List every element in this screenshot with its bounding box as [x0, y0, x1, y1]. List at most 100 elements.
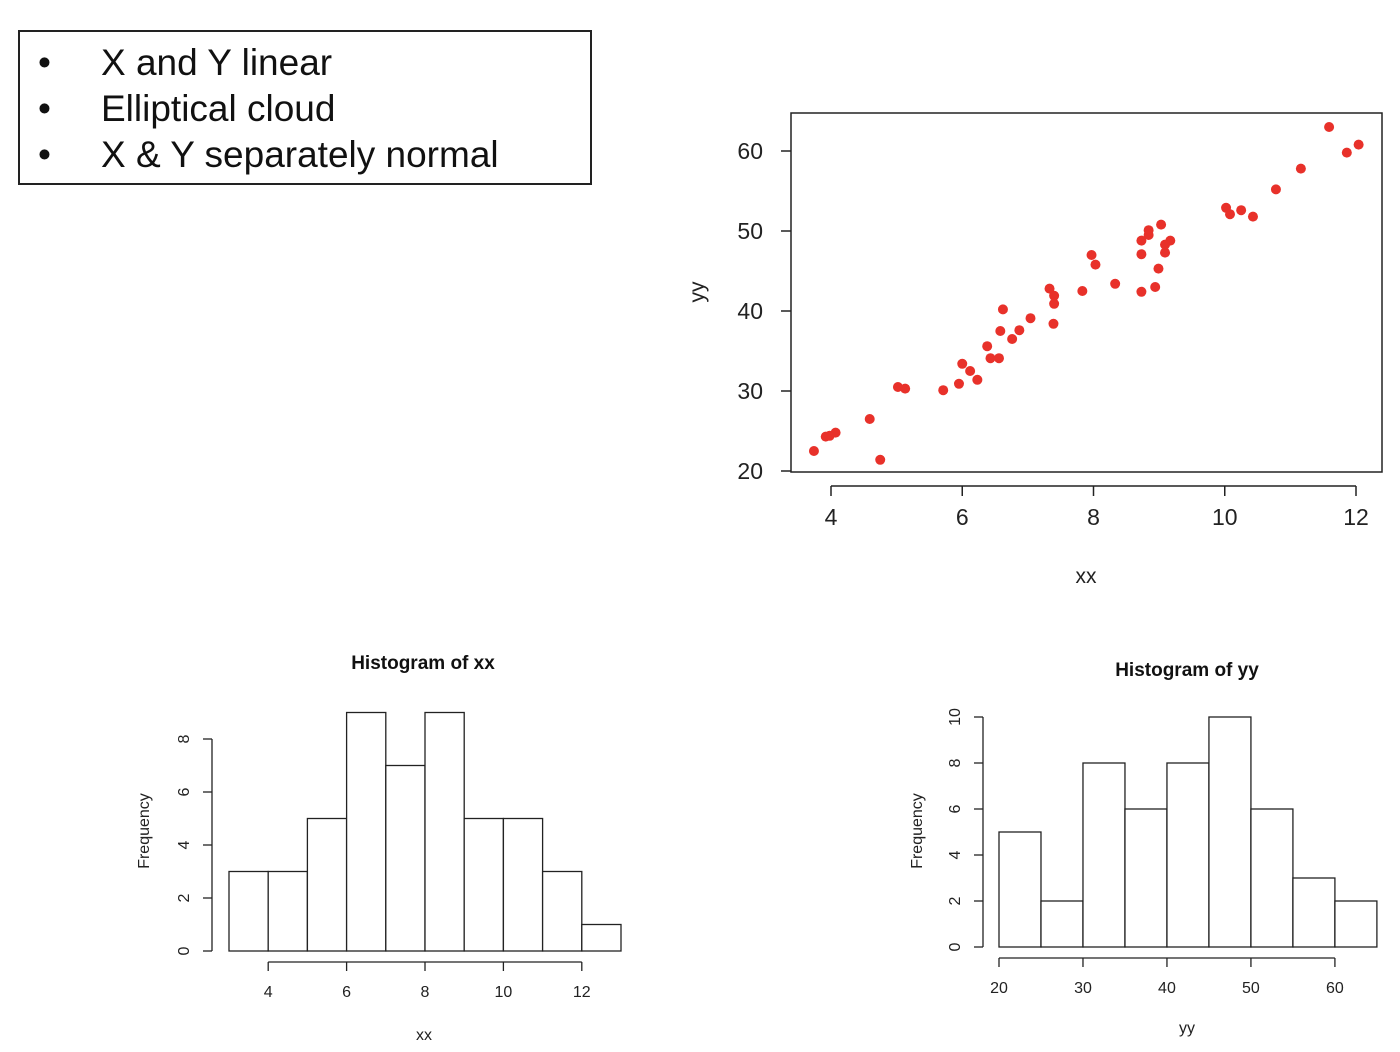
- x-tick-label: 30: [1074, 980, 1092, 997]
- scatter-point: [1153, 263, 1164, 274]
- y-tick-label: 6: [176, 787, 193, 796]
- scatter-point: [830, 427, 841, 438]
- scatter-point: [1049, 290, 1060, 301]
- y-axis-label: Frequency: [136, 793, 153, 869]
- y-tick-label: 0: [176, 946, 193, 955]
- scatter-point: [938, 385, 949, 396]
- y-tick-label: 40: [737, 298, 763, 324]
- x-tick-label: 12: [573, 984, 591, 1001]
- scatter-point: [957, 358, 968, 369]
- histogram-bar: [267, 870, 309, 952]
- y-tick-label: 20: [737, 458, 763, 484]
- scatter-point: [1044, 283, 1055, 294]
- scatter-point: [1295, 163, 1306, 174]
- scatter-point: [1136, 286, 1147, 297]
- y-tick-label: 2: [176, 893, 193, 902]
- x-tick-label: 10: [495, 984, 513, 1001]
- histogram-bar: [228, 870, 269, 952]
- histogram-title: Histogram of yy: [1115, 660, 1259, 681]
- scatter-point: [1225, 209, 1235, 220]
- histogram-bar: [1166, 762, 1210, 948]
- x-tick-label: 6: [342, 984, 351, 1001]
- y-tick-label: 30: [737, 378, 763, 404]
- scatter-point: [1160, 247, 1171, 258]
- scatter-point: [875, 454, 886, 465]
- scatter-point: [1324, 122, 1335, 132]
- histogram-bar: [1082, 762, 1126, 948]
- bullet-text: Elliptical cloud: [101, 88, 336, 129]
- x-tick-label: 40: [1158, 980, 1176, 997]
- scatter-point: [1007, 334, 1018, 344]
- x-axis-label: yy: [1179, 1020, 1195, 1037]
- scatter-point: [1160, 239, 1171, 250]
- histogram-bar: [502, 817, 544, 952]
- scatter-point: [997, 304, 1008, 315]
- scatter-point: [995, 326, 1006, 336]
- scatter-point: [972, 374, 983, 385]
- scatter-point: [985, 353, 996, 364]
- histogram-bar: [581, 923, 622, 952]
- scatter-point: [1136, 235, 1147, 246]
- scatter-point: [1086, 250, 1097, 260]
- x-tick-label: 4: [264, 984, 273, 1001]
- scatter-point: [1014, 325, 1025, 336]
- y-tick-label: 4: [176, 840, 193, 849]
- scatter-point: [864, 414, 875, 424]
- scatter-point: [1353, 139, 1364, 150]
- histogram-bar: [998, 831, 1042, 948]
- x-tick-label: 6: [956, 504, 969, 530]
- y-tick-label: 8: [947, 758, 964, 767]
- x-tick-label: 20: [990, 980, 1008, 997]
- bullet-dot: •: [38, 88, 51, 129]
- scatter-point: [982, 341, 993, 352]
- y-tick-label: 2: [947, 896, 964, 905]
- histogram-bar: [345, 711, 387, 952]
- histogram-bar: [1208, 716, 1252, 948]
- y-axis-label: yy: [686, 281, 709, 303]
- histogram-bar: [1292, 877, 1336, 948]
- bullet-dot: •: [38, 42, 51, 83]
- scatter-point: [1247, 211, 1258, 222]
- y-tick-label: 0: [947, 942, 964, 951]
- scatter-point: [1049, 298, 1060, 309]
- scatter-point: [1236, 205, 1247, 216]
- y-tick-label: 6: [947, 804, 964, 813]
- bullet-text: X and Y linear: [101, 42, 333, 83]
- scatter-point: [1090, 259, 1101, 270]
- scatter-point: [1048, 318, 1059, 329]
- bullet-text: X & Y separately normal: [101, 134, 499, 175]
- y-tick-label: 50: [737, 218, 763, 244]
- x-tick-label: 8: [1087, 504, 1100, 530]
- scatter-point: [994, 353, 1004, 364]
- histogram-bar: [424, 711, 465, 952]
- x-axis-label: xx: [1076, 565, 1098, 588]
- x-tick-label: 8: [421, 984, 430, 1001]
- scatter-point: [1077, 286, 1088, 296]
- bullet-list-box: • X and Y linear • Elliptical cloud • X …: [18, 30, 592, 185]
- scatter-point: [808, 446, 819, 456]
- scatter-point: [1341, 147, 1352, 158]
- histogram-bar: [1040, 900, 1084, 948]
- x-tick-label: 12: [1343, 504, 1369, 530]
- histogram-bar: [385, 764, 426, 952]
- y-tick-label: 4: [947, 850, 964, 859]
- scatter-point: [1110, 278, 1121, 289]
- y-axis-label: Frequency: [909, 793, 926, 869]
- x-tick-label: 60: [1326, 980, 1344, 997]
- histogram-bar: [463, 817, 505, 952]
- x-tick-label: 4: [825, 504, 838, 530]
- scatter-point: [1143, 230, 1154, 240]
- histogram-bar: [306, 817, 348, 952]
- histogram-title: Histogram of xx: [351, 653, 495, 674]
- scatter-point: [1136, 249, 1147, 260]
- histogram-bar: [541, 870, 583, 952]
- scatter-point: [965, 366, 976, 376]
- plot-frame: [790, 112, 1383, 473]
- y-tick-label: 10: [947, 708, 964, 726]
- scatter-point: [900, 383, 911, 394]
- y-tick-label: 8: [176, 734, 193, 743]
- scatter-point: [1156, 219, 1167, 230]
- x-tick-label: 50: [1242, 980, 1260, 997]
- scatter-point: [1025, 313, 1036, 324]
- scatter-point: [1270, 184, 1281, 195]
